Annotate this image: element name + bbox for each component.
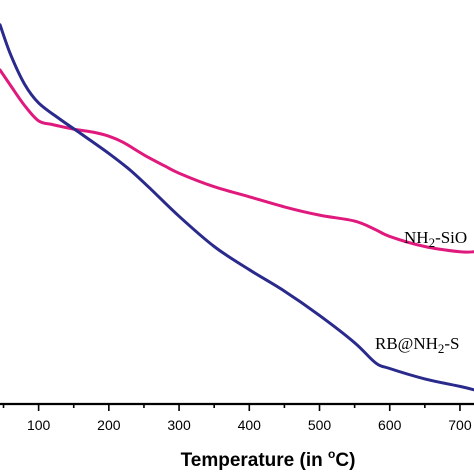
x-axis-title: Temperature (in oC) xyxy=(181,447,356,471)
series-label-rb-nh2-sio2: RB@NH2-S xyxy=(375,334,460,356)
series-lines xyxy=(0,23,474,392)
x-tick-label: 200 xyxy=(97,417,121,433)
x-tick-label: 100 xyxy=(27,417,51,433)
x-axis: 100 200 300 400 500 600 700 xyxy=(0,402,474,433)
x-tick-label: 500 xyxy=(308,417,332,433)
series-label-nh2-sio2: NH2-SiO xyxy=(404,228,467,250)
x-tick-label: 600 xyxy=(378,417,402,433)
series-labels: NH2-SiO RB@NH2-S xyxy=(375,228,467,356)
x-tick-label: 300 xyxy=(167,417,191,433)
x-tick-label: 400 xyxy=(238,417,262,433)
series-line-nh2-sio2 xyxy=(0,68,474,254)
series-line-rb-nh2-sio2 xyxy=(0,23,474,392)
x-tick-label: 700 xyxy=(448,417,472,433)
